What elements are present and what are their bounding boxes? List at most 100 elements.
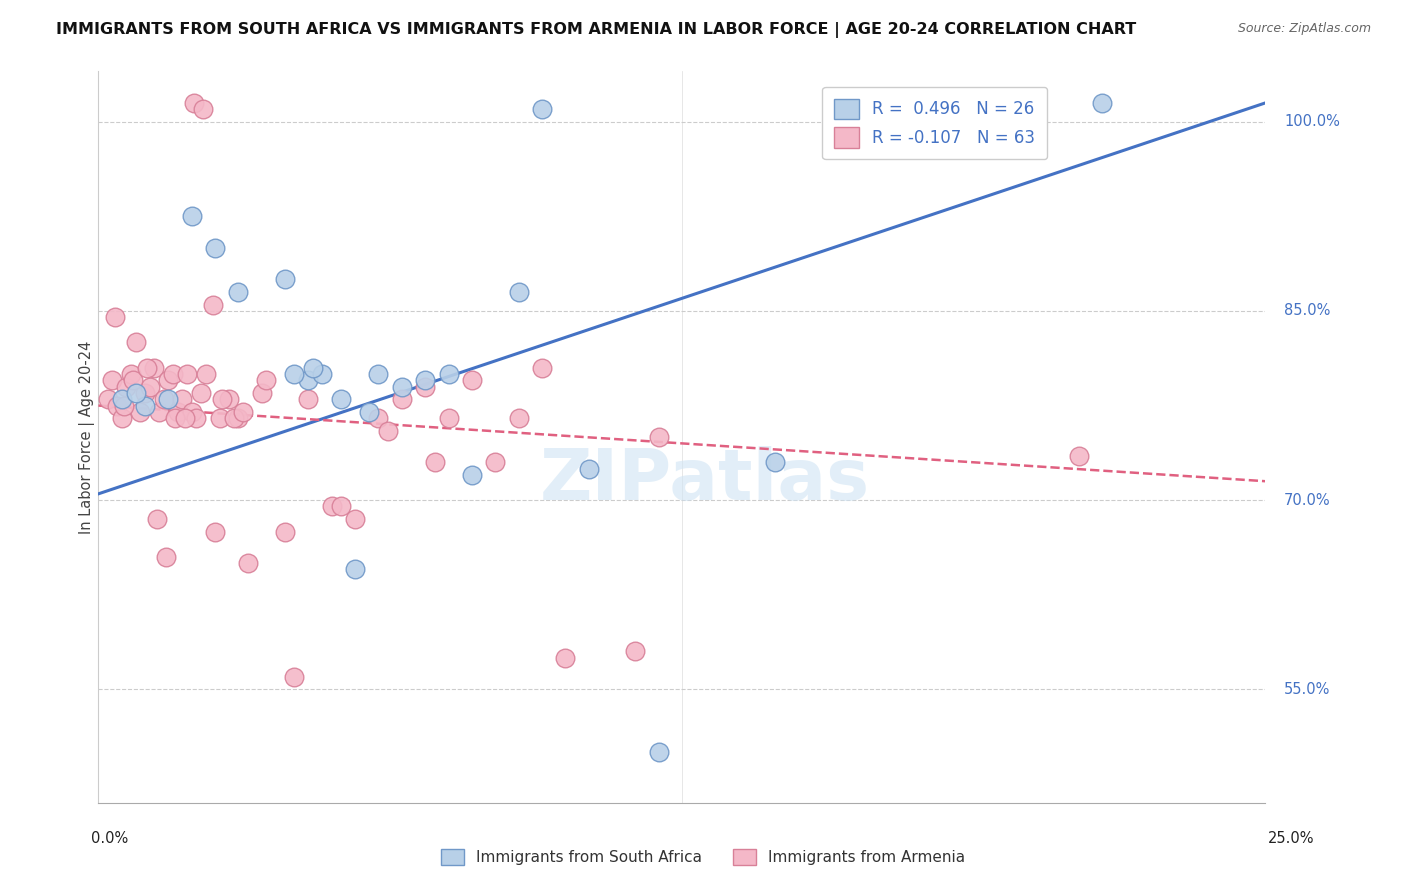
Point [554,650,576,665]
Point [183,95,205,110]
Point [283,367,305,381]
Point [125,386,148,401]
Text: 100.0%: 100.0% [1284,114,1340,129]
Point [146,512,169,526]
Point [97,392,120,407]
Point [157,373,180,387]
Point [201,298,224,312]
Point [173,411,195,425]
Point [157,392,180,407]
Point [143,360,166,375]
Y-axis label: In Labor Force | Age 20-24: In Labor Force | Age 20-24 [79,341,96,533]
Point [1091,95,1114,110]
Point [344,562,367,576]
Point [165,411,187,425]
Point [176,367,198,381]
Point [148,405,170,419]
Point [129,405,152,419]
Point [250,386,273,401]
Text: 0.0%: 0.0% [91,831,128,846]
Point [155,549,177,564]
Point [283,670,305,684]
Point [152,392,174,407]
Point [330,392,353,407]
Text: ZIPatlas: ZIPatlas [540,447,870,516]
Point [297,373,319,387]
Point [208,411,231,425]
Point [204,524,226,539]
Point [297,392,319,407]
Point [104,310,127,325]
Point [139,379,162,393]
Point [437,411,460,425]
Point [186,411,208,425]
Point [302,360,325,375]
Point [222,411,245,425]
Point [377,424,399,438]
Point [461,467,484,482]
Point [530,360,553,375]
Point [437,367,460,381]
Point [413,373,436,387]
Point [330,500,353,514]
Point [359,405,381,419]
Point [274,524,297,539]
Point [115,379,138,393]
Point [111,411,134,425]
Point [111,392,134,407]
Point [218,392,240,407]
Point [413,379,436,393]
Point [211,392,233,407]
Legend: Immigrants from South Africa, Immigrants from Armenia: Immigrants from South Africa, Immigrants… [434,843,972,871]
Point [194,367,217,381]
Point [236,556,259,570]
Point [647,745,669,759]
Point [391,379,413,393]
Point [274,272,297,286]
Point [1067,449,1090,463]
Point [228,285,250,299]
Point [204,241,226,255]
Point [624,644,647,658]
Point [344,512,367,526]
Point [193,102,215,116]
Point [461,373,484,387]
Point [134,399,156,413]
Point [530,102,553,116]
Point [367,367,389,381]
Point [101,373,124,387]
Legend: R =  0.496   N = 26, R = -0.107   N = 63: R = 0.496 N = 26, R = -0.107 N = 63 [823,87,1047,160]
Point [647,430,669,444]
Text: 55.0%: 55.0% [1284,681,1330,697]
Point [763,455,786,469]
Point [311,367,333,381]
Point [484,455,506,469]
Point [508,411,530,425]
Text: 70.0%: 70.0% [1284,492,1330,508]
Point [232,405,254,419]
Point [112,399,135,413]
Point [180,405,202,419]
Point [172,392,194,407]
Point [321,500,343,514]
Point [125,335,148,350]
Point [105,399,128,413]
Point [508,285,530,299]
Point [228,411,250,425]
Point [122,373,145,387]
Point [166,405,188,419]
Point [162,367,184,381]
Point [391,392,413,407]
Point [180,210,202,224]
Point [136,360,159,375]
Point [578,461,600,475]
Text: 85.0%: 85.0% [1284,303,1330,318]
Point [134,386,156,401]
Point [120,367,142,381]
Point [423,455,446,469]
Point [367,411,389,425]
Text: Source: ZipAtlas.com: Source: ZipAtlas.com [1237,22,1371,36]
Text: 25.0%: 25.0% [1268,831,1315,846]
Text: IMMIGRANTS FROM SOUTH AFRICA VS IMMIGRANTS FROM ARMENIA IN LABOR FORCE | AGE 20-: IMMIGRANTS FROM SOUTH AFRICA VS IMMIGRAN… [56,22,1136,38]
Point [256,373,278,387]
